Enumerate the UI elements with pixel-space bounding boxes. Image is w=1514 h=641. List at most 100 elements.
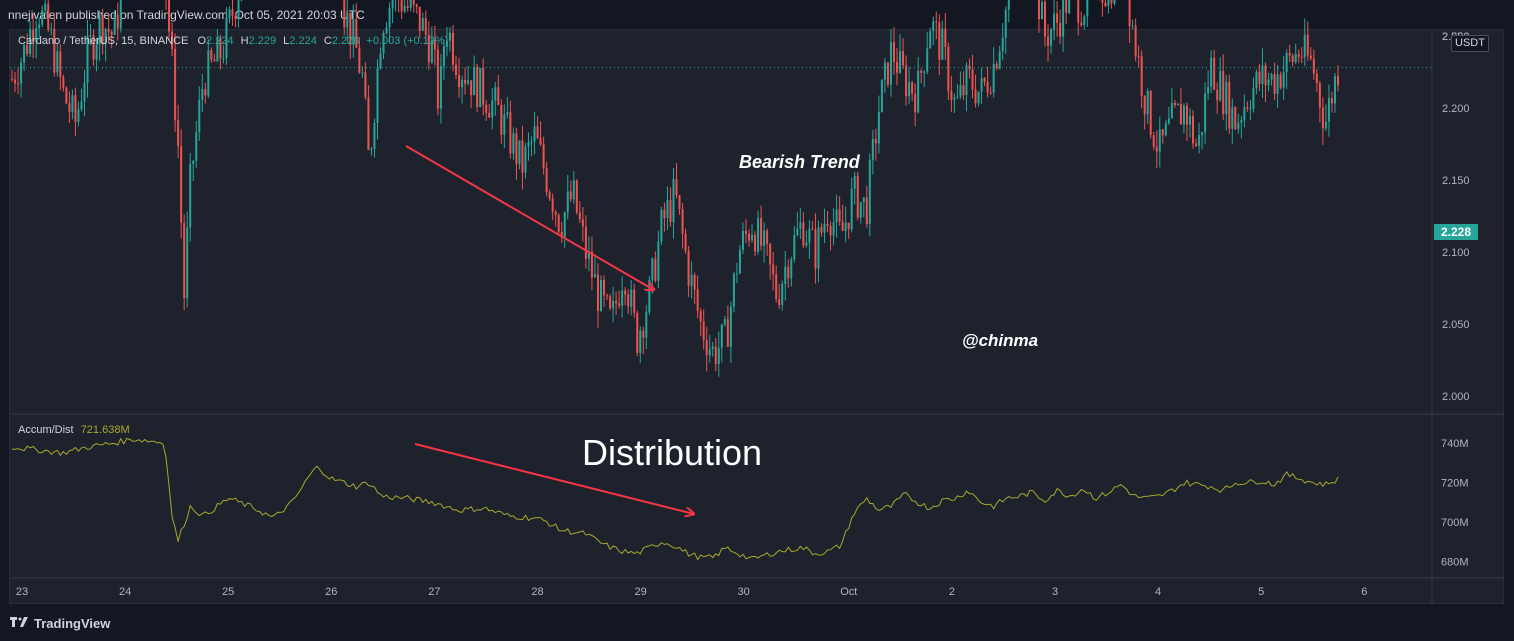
- candle: [503, 104, 506, 149]
- candle-body: [1134, 25, 1137, 57]
- candle-body: [198, 99, 201, 133]
- candle-body: [899, 50, 902, 73]
- candle: [657, 230, 660, 289]
- candle: [68, 91, 71, 124]
- candle: [995, 61, 998, 71]
- price-candles: [11, 0, 1339, 377]
- candle: [892, 27, 895, 75]
- candle: [346, 0, 349, 43]
- candle: [672, 168, 675, 239]
- candle: [1155, 130, 1158, 169]
- candle-body: [1004, 9, 1007, 38]
- candle: [627, 289, 630, 314]
- candle: [77, 101, 80, 127]
- candle-body: [11, 79, 13, 81]
- candle: [1176, 102, 1179, 106]
- candle: [23, 43, 26, 72]
- candle: [1264, 62, 1267, 103]
- candle-body: [1137, 56, 1140, 58]
- candle: [835, 194, 838, 238]
- candle-body: [766, 230, 769, 244]
- candle: [183, 214, 186, 311]
- candle-body: [609, 296, 612, 309]
- candle-body: [171, 31, 174, 49]
- candle-body: [1152, 135, 1155, 147]
- candle-body: [527, 142, 530, 147]
- candle-body: [829, 225, 832, 236]
- candle-body: [494, 87, 497, 101]
- candle: [802, 211, 805, 248]
- candle-body: [1149, 90, 1152, 136]
- candle: [609, 294, 612, 311]
- candle-body: [56, 51, 59, 73]
- candle-body: [690, 274, 693, 286]
- candle-body: [935, 21, 938, 23]
- candle-body: [225, 17, 228, 58]
- candle: [660, 206, 663, 245]
- candle: [50, 22, 53, 36]
- candle-body: [391, 0, 394, 8]
- candle-body: [1255, 71, 1258, 89]
- candle-body: [355, 19, 358, 48]
- candle: [766, 228, 769, 257]
- time-tick-label: Oct: [840, 586, 857, 598]
- candle: [1219, 57, 1222, 102]
- candle-body: [1164, 123, 1167, 136]
- distribution-label[interactable]: Distribution: [582, 432, 763, 473]
- candle: [512, 127, 515, 161]
- candle-body: [654, 258, 657, 281]
- candle-body: [696, 289, 699, 311]
- candle-body: [1001, 37, 1004, 52]
- candle-body: [729, 306, 732, 347]
- candle: [1234, 106, 1237, 131]
- candle: [953, 93, 956, 113]
- candle: [618, 290, 621, 309]
- candle: [572, 171, 575, 204]
- bearish-trend-label[interactable]: Bearish Trend: [739, 152, 860, 172]
- candle: [168, 0, 171, 41]
- candle-body: [1285, 52, 1288, 73]
- candle-body: [116, 14, 119, 29]
- candle: [470, 80, 473, 109]
- candle-body: [1216, 89, 1219, 101]
- indicator-name[interactable]: Accum/Dist: [18, 424, 74, 436]
- candle: [545, 161, 548, 197]
- low-label: L: [283, 35, 290, 47]
- ad-line: [11, 437, 1339, 561]
- candle-body: [1131, 25, 1134, 27]
- candle: [500, 99, 503, 144]
- candle: [868, 153, 871, 237]
- chart-frame[interactable]: [9, 29, 1504, 604]
- candle-body: [1243, 107, 1246, 121]
- candle: [980, 67, 983, 104]
- candle-body: [751, 234, 754, 241]
- last-price-badge: 2.228: [1434, 224, 1478, 240]
- time-tick-label: 5: [1258, 586, 1264, 598]
- candle-body: [850, 188, 853, 230]
- candle: [240, 0, 243, 2]
- candle-body: [101, 15, 104, 45]
- candle-body: [572, 180, 575, 200]
- candle: [675, 163, 678, 199]
- symbol-label[interactable]: Cardano / TetherUS, 15, BINANCE: [18, 35, 189, 47]
- candle-body: [950, 91, 953, 100]
- time-tick-label: 23: [16, 586, 28, 598]
- candle-body: [104, 29, 107, 45]
- currency-badge[interactable]: USDT: [1451, 35, 1489, 52]
- candle: [1167, 106, 1170, 126]
- candle-body: [593, 274, 596, 278]
- candle: [977, 91, 980, 107]
- candle: [757, 210, 760, 255]
- candle: [1137, 45, 1140, 68]
- candle: [612, 286, 615, 323]
- candle-body: [470, 80, 473, 96]
- candle-body: [678, 195, 681, 209]
- handle-label[interactable]: @chinma: [962, 331, 1039, 350]
- candle: [699, 307, 702, 337]
- candle-body: [497, 87, 500, 105]
- candle-body: [926, 48, 929, 72]
- candle-body: [17, 83, 20, 85]
- candle: [902, 38, 905, 70]
- candle-body: [612, 300, 615, 309]
